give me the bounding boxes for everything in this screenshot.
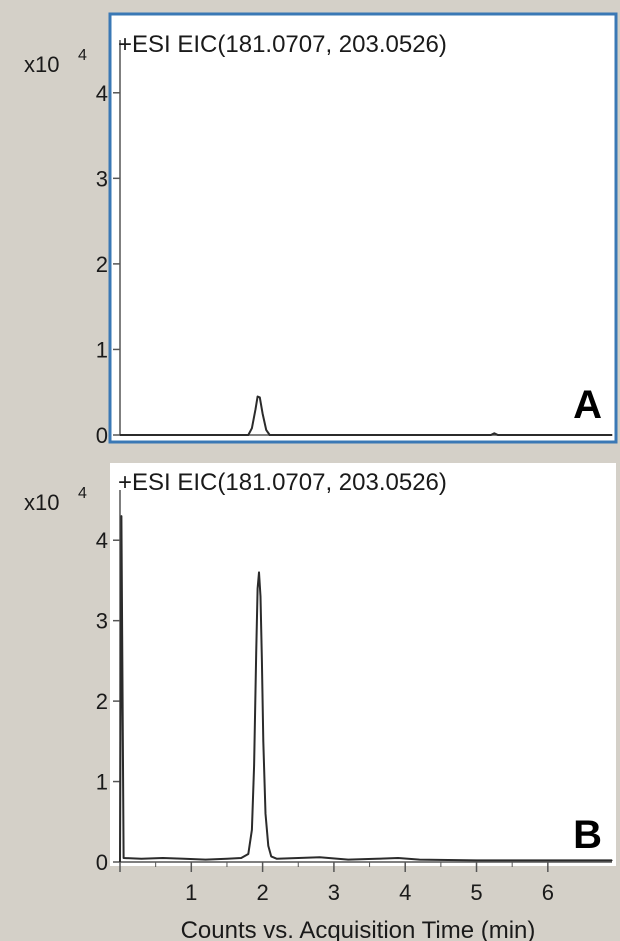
trace-point-b-20 xyxy=(270,855,272,857)
panel-label-b: B xyxy=(573,813,602,857)
trace-point-a-11 xyxy=(490,434,492,436)
trace-point-a-5 xyxy=(257,395,259,398)
trace-point-b-4 xyxy=(162,857,164,859)
trace-point-b-16 xyxy=(261,660,263,662)
trace-point-a-13 xyxy=(497,434,499,436)
trace-point-b-18 xyxy=(264,813,267,815)
trace-point-a-14 xyxy=(611,434,613,436)
trace-point-b-13 xyxy=(257,587,259,590)
y-tick-label-a-1: 1 xyxy=(96,337,108,362)
trace-point-a-3 xyxy=(251,427,253,429)
trace-point-a-7 xyxy=(262,413,264,415)
trace-point-b-10 xyxy=(251,829,253,831)
trace-point-a-4 xyxy=(254,408,257,410)
trace-point-b-7 xyxy=(226,858,228,860)
trace-point-b-22 xyxy=(297,857,299,859)
y-tick-label-a-0: 0 xyxy=(96,423,108,448)
x-tick-label-3: 4 xyxy=(399,880,411,905)
trace-point-b-9 xyxy=(247,853,249,855)
trace-point-b-11 xyxy=(253,764,255,767)
y-tick-label-b-4: 4 xyxy=(96,528,108,553)
panel-title-a: +ESI EIC(181.0707, 203.0526) xyxy=(118,31,447,58)
x-tick-label-0: 1 xyxy=(185,880,197,905)
trace-point-b-27 xyxy=(418,858,421,861)
y-multiplier-b: x10 xyxy=(24,490,59,515)
trace-point-a-6 xyxy=(259,396,261,398)
plot-area-a[interactable] xyxy=(108,12,618,444)
trace-point-b-8 xyxy=(240,857,242,859)
trace-point-b-2 xyxy=(122,857,125,859)
trace-point-b-15 xyxy=(259,595,262,598)
trace-point-b-21 xyxy=(276,858,278,860)
trace-point-b-19 xyxy=(267,845,269,847)
trace-point-b-24 xyxy=(347,858,349,861)
x-axis-title: Counts vs. Acquisition Time (min) xyxy=(181,917,536,941)
trace-point-b-1 xyxy=(120,515,123,517)
y-exponent-b: 4 xyxy=(78,485,87,502)
trace-point-a-0 xyxy=(119,434,121,436)
plot-area-b[interactable] xyxy=(110,463,616,866)
y-tick-label-b-1: 1 xyxy=(96,770,108,795)
trace-point-b-26 xyxy=(397,857,399,859)
y-tick-label-b-0: 0 xyxy=(96,850,108,875)
panel-title-b: +ESI EIC(181.0707, 203.0526) xyxy=(118,469,447,496)
y-tick-label-b-3: 3 xyxy=(96,609,108,634)
trace-point-b-5 xyxy=(183,858,185,860)
trace-point-b-3 xyxy=(140,858,142,860)
trace-point-a-9 xyxy=(269,434,271,436)
y-tick-label-a-4: 4 xyxy=(96,81,108,106)
y-tick-label-a-3: 3 xyxy=(96,166,108,191)
trace-point-b-17 xyxy=(262,740,264,742)
trace-point-b-29 xyxy=(547,859,549,861)
x-tick-label-1: 2 xyxy=(256,880,268,905)
y-exponent-a: 4 xyxy=(78,47,87,64)
trace-point-b-28 xyxy=(475,859,478,861)
trace-point-a-12 xyxy=(493,432,495,434)
trace-point-b-25 xyxy=(376,858,378,860)
trace-point-a-2 xyxy=(247,434,249,436)
trace-point-b-6 xyxy=(204,858,207,861)
x-tick-label-4: 5 xyxy=(470,880,482,905)
trace-point-a-1 xyxy=(226,434,228,436)
trace-point-a-10 xyxy=(283,434,285,436)
trace-point-b-23 xyxy=(319,856,321,858)
y-tick-label-a-2: 2 xyxy=(96,252,108,277)
panel-label-a: A xyxy=(573,383,602,427)
trace-point-a-8 xyxy=(265,429,267,431)
trace-point-b-12 xyxy=(255,652,257,654)
trace-point-b-14 xyxy=(258,571,260,574)
x-tick-label-2: 3 xyxy=(328,880,340,905)
x-tick-label-5: 6 xyxy=(542,880,554,905)
y-tick-label-b-2: 2 xyxy=(96,689,108,714)
y-multiplier-a: x10 xyxy=(24,52,59,77)
trace-point-b-30 xyxy=(611,859,613,861)
